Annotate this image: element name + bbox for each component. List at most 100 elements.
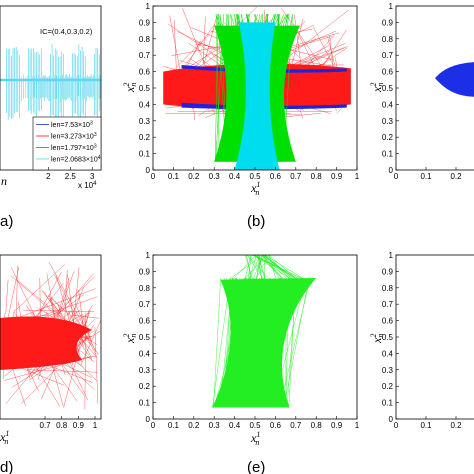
- red-web-line: [73, 267, 80, 325]
- green-fan-line: [230, 255, 257, 282]
- red-web-line: [204, 17, 217, 64]
- red-web-line: [8, 288, 96, 322]
- red-web-line: [22, 309, 95, 312]
- red-web-line: [80, 320, 101, 366]
- panel-b-x-tick-label: 0.6: [270, 172, 282, 181]
- panel-b-label: (b): [247, 213, 265, 230]
- panel-f-y-tick-label: 0.2: [382, 382, 394, 391]
- panel-e-x-tick-label: 0.6: [270, 421, 282, 430]
- panel-f-y-tick-label: 0.9: [382, 267, 394, 276]
- panel-e-y-tick-label: 0.2: [139, 382, 151, 391]
- red-web-line: [67, 286, 85, 326]
- panel-f-y-label: x2n: [369, 334, 385, 344]
- panel-f-x-tick-label: 0: [394, 421, 399, 430]
- green-line: [215, 14, 219, 162]
- panel-e-y-tick-label: 0.5: [139, 333, 151, 342]
- panel-b-x-tick-label: 0.4: [229, 172, 241, 181]
- panel-b-x-tick-label: 0.1: [168, 172, 180, 181]
- panel-b-y-tick-label: 1: [146, 2, 151, 11]
- panel-c-y-tick-label: 0.6: [382, 68, 394, 77]
- green-fan-line: [251, 255, 304, 282]
- green-fan-line: [247, 255, 252, 282]
- panel-b-y-label: x2n: [122, 83, 138, 93]
- panel-e-x-tick-label: 0: [151, 421, 156, 430]
- red-web-line: [67, 274, 75, 328]
- panel-b-y-tick-label: 0.3: [139, 117, 151, 126]
- panel-c-y-label: x2n: [369, 83, 385, 93]
- panel-d-x-label: x1 n: [0, 429, 9, 446]
- panel-e-y-tick-label: 0.4: [139, 349, 151, 358]
- panel-c-y-tick-label: 0.8: [382, 35, 394, 44]
- panel-e-x-tick-label: 0.9: [331, 421, 343, 430]
- panel-b-y-tick-label: 0.2: [139, 133, 151, 142]
- panel-e-y-tick-label: 0.8: [139, 284, 151, 293]
- panel-e-y-tick-label: 0.6: [139, 317, 151, 326]
- red-web-line: [54, 274, 97, 355]
- panel-f-y-tick-label: 0.5: [382, 333, 394, 342]
- panel-a-label: a): [0, 213, 13, 230]
- legend-entry: len=1.797×103: [51, 144, 97, 153]
- green-line: [213, 277, 221, 408]
- red-web-line: [5, 280, 9, 314]
- panel-c-y-tick-label: 0.7: [382, 51, 394, 60]
- panel-f-frame: [395, 254, 474, 420]
- panel-f: 00.10.20.300.10.20.30.40.50.60.70.80.91 …: [369, 251, 474, 430]
- panel-a-annotation: IC=(0.4,0.3,0.2): [40, 27, 93, 36]
- panel-e-y-tick-label: 0.1: [139, 399, 151, 408]
- green-fan-line: [255, 255, 263, 282]
- panel-e-x-tick-label: 0.3: [209, 421, 221, 430]
- panel-e-x-label: x1 n: [250, 430, 260, 447]
- panel-b-x-label: x1 n: [250, 180, 260, 197]
- panel-b-y-tick-label: 0.1: [139, 150, 151, 159]
- panel-a-trace: [0, 44, 101, 120]
- red-web-line: [94, 327, 99, 404]
- panel-e-x-tick-label: 0.2: [188, 421, 200, 430]
- green-fan-line: [248, 255, 261, 282]
- panel-e-y-tick-label: 0.3: [139, 366, 151, 375]
- panel-b-x-tick-label: 0.9: [331, 172, 343, 181]
- panel-e-y-tick-label: 1: [146, 251, 151, 260]
- red-web-line: [51, 297, 64, 311]
- green-fan-line: [264, 255, 298, 282]
- panel-b-x-tick-label: 0.3: [209, 172, 221, 181]
- panel-d: 0.7 0.8 0.9 1 x1 n d): [0, 254, 102, 474]
- green-fan-line: [258, 255, 266, 282]
- legend-entry: len=3.273×103: [51, 132, 97, 141]
- green-fan-line: [226, 255, 264, 282]
- panel-c-y-tick-label: 1: [389, 2, 394, 11]
- panel-b-y-tick-label: 0.9: [139, 18, 151, 27]
- panel-f-y-tick-label: 0.1: [382, 399, 394, 408]
- panel-e-label: (e): [247, 459, 265, 474]
- panel-f-y-tick-label: 0: [389, 415, 394, 424]
- panel-a-x-tick-label: 2: [46, 172, 51, 181]
- panel-e-x-tick-label: 0.7: [290, 421, 302, 430]
- panel-f-y-tick-label: 0.6: [382, 317, 394, 326]
- panel-c: 00.10.20.300.10.20.30.40.50.60.70.80.91 …: [369, 2, 474, 181]
- red-web-line: [48, 262, 88, 333]
- panel-f-y-tick-label: 0.4: [382, 349, 394, 358]
- panel-f-y-tick-label: 0.3: [382, 366, 394, 375]
- red-band: [0, 316, 92, 370]
- cyan-band: [234, 22, 280, 170]
- panel-c-y-tick-label: 0.5: [382, 84, 394, 93]
- panel-b-x-tick-label: 1: [355, 172, 360, 181]
- red-web-line: [73, 314, 100, 319]
- panel-d-x-tick-label: 0.7: [39, 421, 51, 430]
- red-web-line: [47, 295, 69, 315]
- panel-d-x-tick-label: 0.9: [73, 421, 85, 430]
- panel-c-x-tick-label: 0.2: [450, 172, 462, 181]
- panel-a-legend: len=7.53×103 len=3.273×103 len=1.797×103 le…: [32, 116, 102, 171]
- panel-b-y-tick-label: 0: [146, 166, 151, 175]
- legend-entry: len=7.53×103: [51, 121, 93, 130]
- green-fan-line: [246, 255, 266, 282]
- red-web-line: [27, 369, 98, 373]
- green-fan-line: [261, 255, 285, 282]
- panel-b: 0 0.1 0.2 0.3 0.4 0.5 0.6 0.7 0.8 0.9 1 0 0.1 0.2 0.3 0…: [122, 2, 360, 230]
- green-fan-line: [253, 255, 307, 282]
- panel-f-y-tick-label: 0.7: [382, 300, 394, 309]
- blue-blob: [435, 62, 474, 97]
- green-line: [279, 277, 311, 408]
- green-fan-line: [269, 255, 299, 282]
- panel-f-x-tick-label: 0.2: [450, 421, 462, 430]
